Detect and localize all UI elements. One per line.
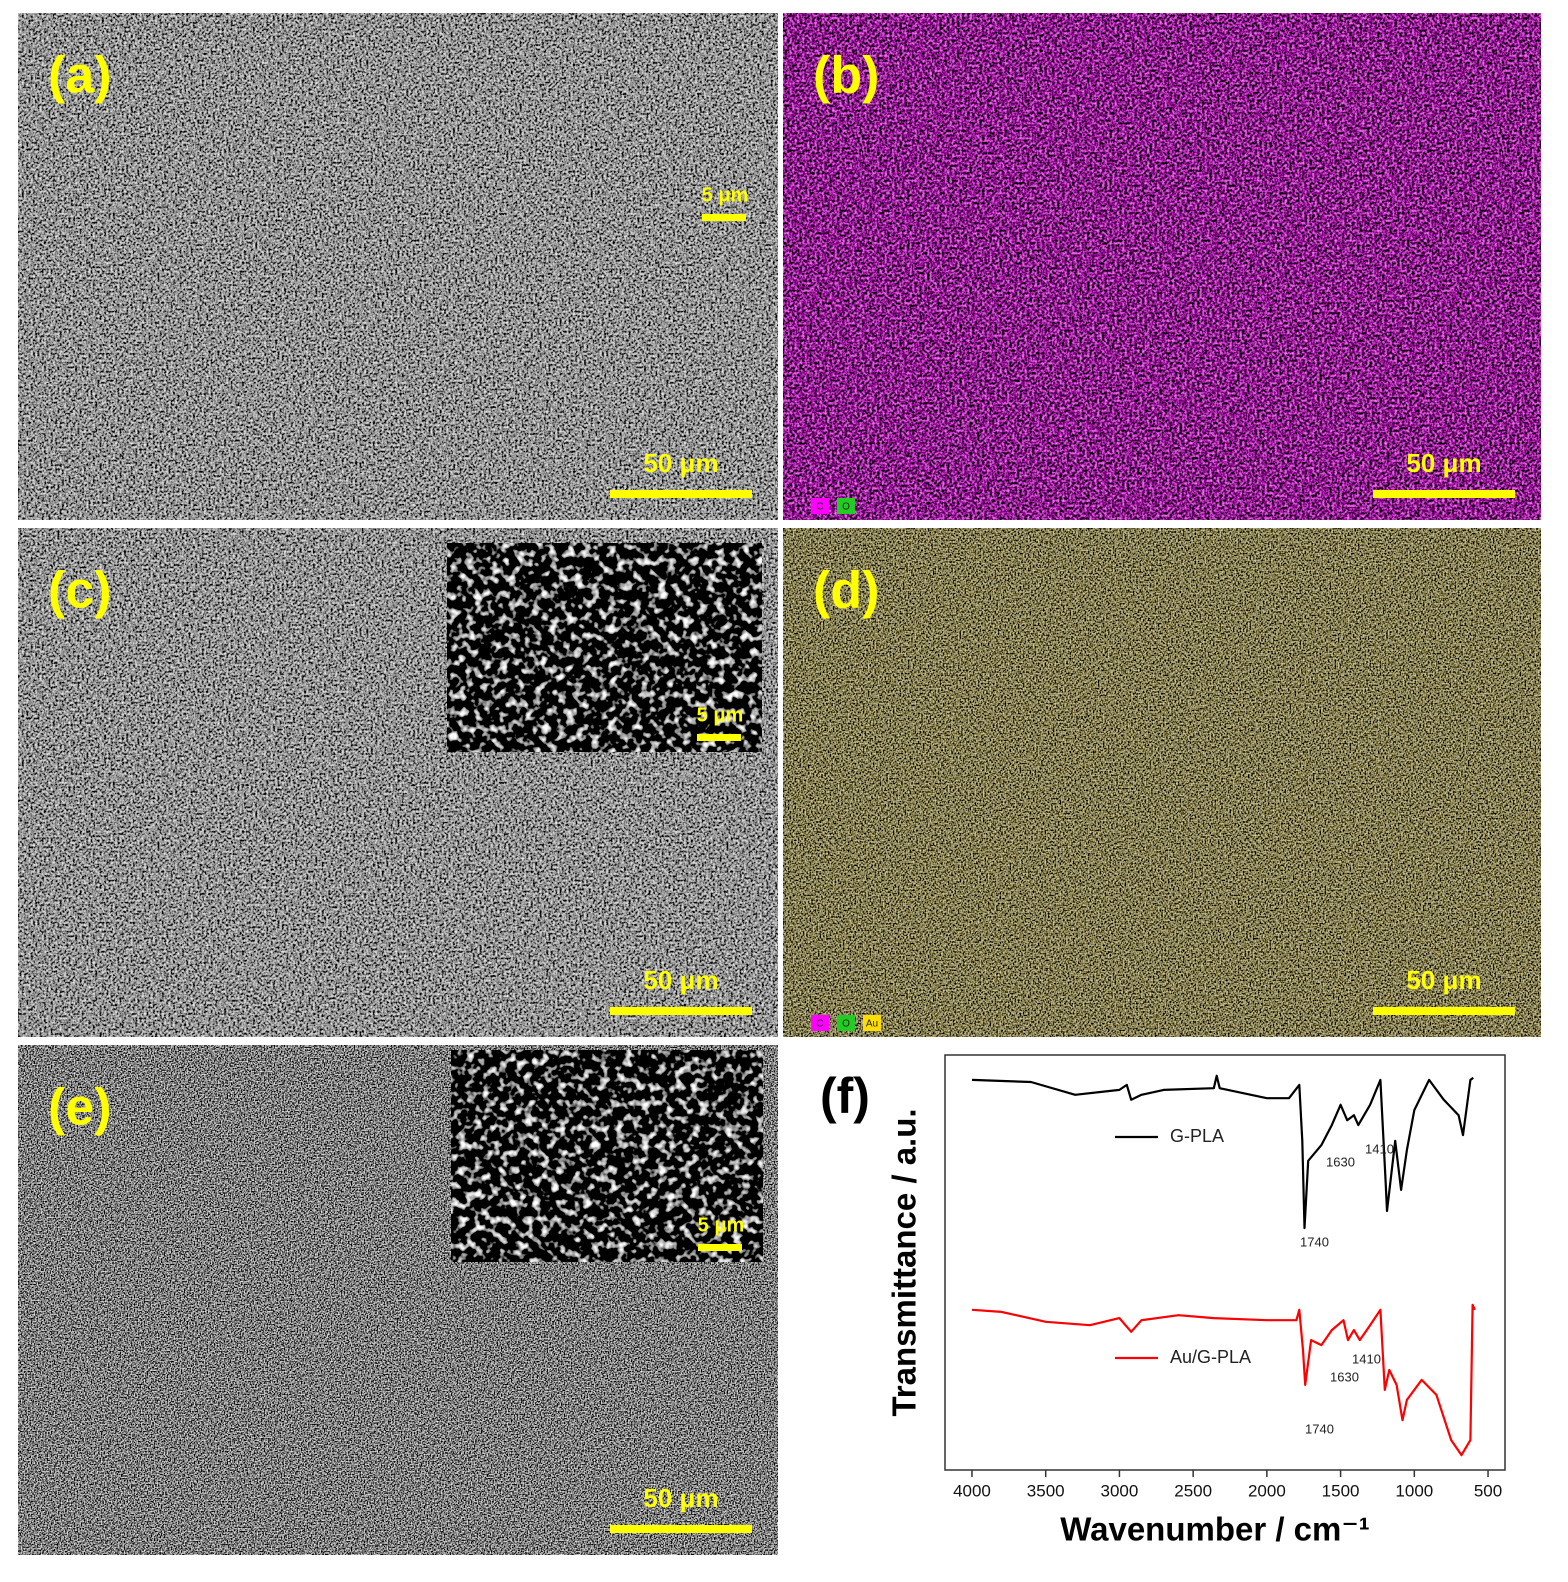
- spectrum-line: [971, 1303, 1476, 1457]
- scale-bar-label: 50 μm: [1406, 448, 1481, 478]
- peak-label: 1630: [1326, 1154, 1355, 1169]
- x-tick-label: 3000: [1101, 1481, 1139, 1500]
- inset-scale-bar: [698, 1244, 742, 1251]
- scale-bar-label: 50 μm: [643, 1483, 718, 1513]
- element-chip-label: O: [842, 1019, 850, 1030]
- element-chip: [811, 1015, 829, 1031]
- scale-bar: [1373, 490, 1515, 498]
- x-tick-label: 1500: [1322, 1481, 1360, 1500]
- x-tick-label: 500: [1474, 1481, 1502, 1500]
- element-chip-label: Au: [866, 1019, 878, 1030]
- sem-image: [783, 528, 1541, 1037]
- scale-bar-label: 50 μm: [643, 448, 718, 478]
- scale-bar-label: 50 μm: [643, 965, 718, 995]
- inset-image: [445, 541, 764, 754]
- x-tick-label: 2000: [1248, 1481, 1286, 1500]
- x-axis-label: Wavenumber / cm⁻¹: [1060, 1511, 1370, 1548]
- element-chip-label: O: [842, 502, 850, 513]
- x-tick-label: 3500: [1027, 1481, 1065, 1500]
- scale-bar: [610, 1007, 752, 1015]
- peak-label: 1740: [1305, 1421, 1334, 1436]
- x-tick-label: 2500: [1174, 1481, 1212, 1500]
- x-tick-label: 1000: [1395, 1481, 1433, 1500]
- element-chip: [837, 498, 855, 514]
- sem-image: [783, 13, 1541, 520]
- inset-image: [453, 15, 769, 234]
- panel-label: (d): [813, 562, 879, 620]
- inset-scale-bar: [702, 214, 746, 221]
- element-chip: [837, 1015, 855, 1031]
- element-chip-label: C: [816, 502, 823, 513]
- inset-image: [449, 1048, 765, 1264]
- spectrum-line: [971, 1074, 1474, 1230]
- peak-label: 1630: [1330, 1369, 1359, 1384]
- peak-label: 1410: [1365, 1141, 1394, 1156]
- peak-label: 1410: [1352, 1351, 1381, 1366]
- inset-scale-bar-label: 5 μm: [698, 1214, 745, 1236]
- panel-label: (b): [813, 47, 879, 105]
- scale-bar: [610, 490, 752, 498]
- scale-bar: [610, 1525, 752, 1533]
- y-axis-label: Transmittance / a.u.: [886, 1108, 923, 1416]
- legend-label: G-PLA: [1170, 1126, 1224, 1146]
- inset-scale-bar-label: 5 μm: [697, 704, 744, 726]
- plot-frame: [944, 1054, 1506, 1471]
- inset-scale-bar: [697, 734, 741, 741]
- element-chip: [863, 1015, 881, 1031]
- panel-label: (a): [48, 47, 112, 105]
- legend-label: Au/G-PLA: [1170, 1347, 1251, 1367]
- panel-label: (c): [48, 562, 112, 620]
- element-chip-label: C: [816, 1019, 823, 1030]
- inset-scale-bar-label: 5 μm: [702, 184, 749, 206]
- scale-bar-label: 50 μm: [1406, 965, 1481, 995]
- element-chip: [811, 498, 829, 514]
- peak-label: 1740: [1300, 1234, 1329, 1249]
- panel-label: (e): [48, 1079, 112, 1137]
- x-tick-label: 4000: [953, 1481, 991, 1500]
- scale-bar: [1373, 1007, 1515, 1015]
- panel-label: (f): [820, 1068, 870, 1124]
